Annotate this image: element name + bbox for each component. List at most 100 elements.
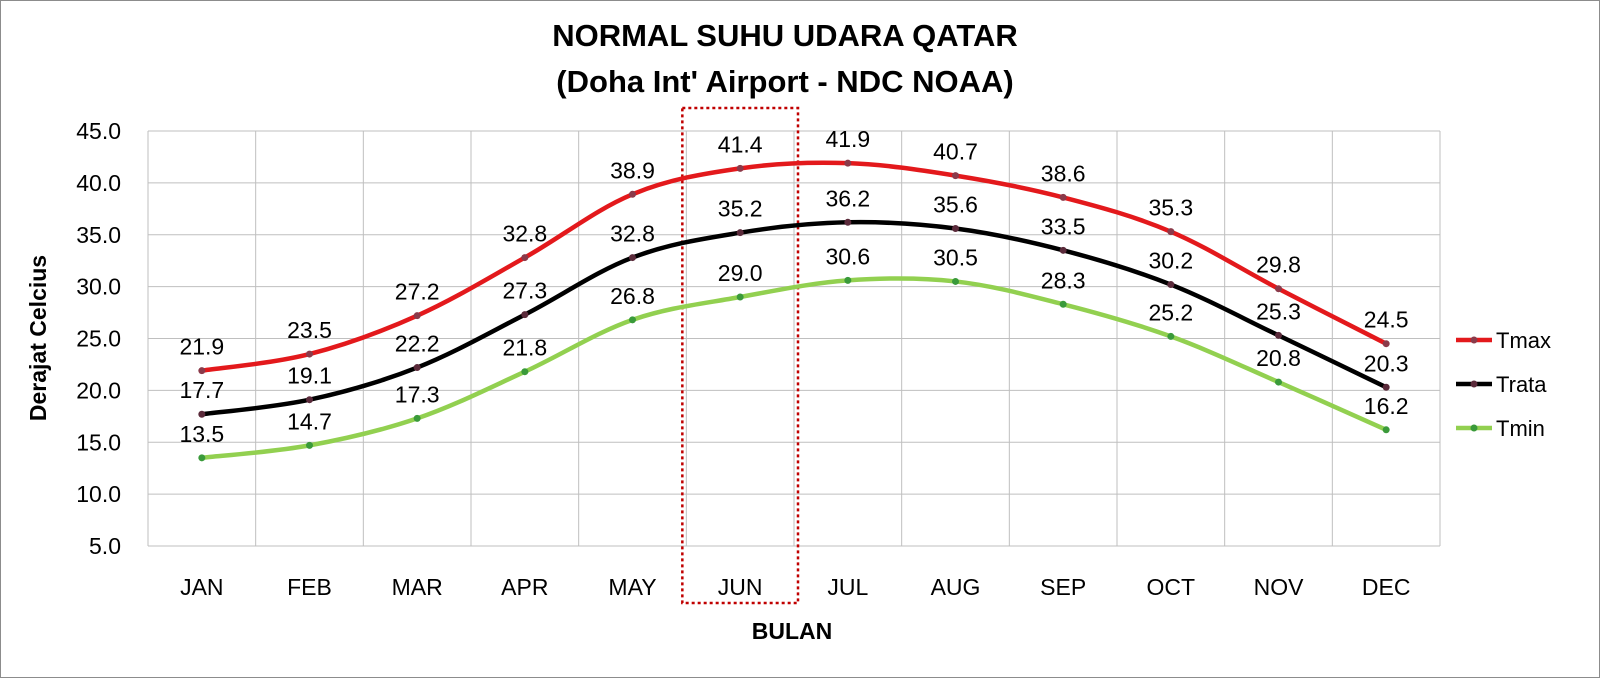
- data-label: 41.4: [718, 131, 763, 157]
- legend-marker: [1470, 424, 1478, 432]
- series-line-tmax: [199, 160, 1389, 373]
- series-trata: [198, 218, 1390, 418]
- series-line-tmin: [199, 276, 1389, 461]
- data-label: 29.0: [718, 260, 763, 286]
- y-axis-ticks: 5.0 10.0 15.0 20.0 25.0 30.0 35.0 40.0 45.0: [76, 118, 121, 559]
- data-label: 20.3: [1364, 350, 1409, 376]
- data-label: 38.9: [610, 157, 655, 183]
- data-point: [1167, 281, 1175, 289]
- x-tick-label: NOV: [1254, 574, 1305, 600]
- data-label: 27.2: [395, 279, 440, 305]
- data-label: 19.1: [287, 363, 332, 389]
- data-point: [952, 172, 959, 180]
- data-point: [629, 254, 636, 262]
- legend-marker: [1470, 336, 1478, 344]
- data-label: 17.7: [179, 377, 224, 403]
- data-label: 32.8: [610, 221, 655, 247]
- highlight-layer: [681, 106, 800, 605]
- data-point: [844, 276, 852, 284]
- data-label: 28.3: [1041, 267, 1086, 293]
- data-label: 13.5: [179, 421, 224, 447]
- y-tick-label: 45.0: [76, 118, 121, 144]
- data-point: [1275, 285, 1282, 293]
- x-tick-label: APR: [501, 574, 548, 600]
- x-tick-label: MAY: [608, 574, 656, 600]
- data-label: 25.2: [1148, 299, 1193, 325]
- data-label: 21.9: [179, 334, 224, 360]
- data-label: 23.5: [287, 317, 332, 343]
- x-tick-label: SEP: [1040, 574, 1086, 600]
- chart-title: NORMAL SUHU UDARA QATAR: [552, 18, 1018, 53]
- data-label: 21.8: [502, 335, 547, 361]
- data-label: 36.2: [825, 185, 870, 211]
- legend-item-trata: Trata: [1456, 372, 1547, 397]
- data-label: 30.6: [825, 243, 870, 269]
- y-axis-title: Derajat Celcius: [25, 255, 51, 421]
- data-label: 25.3: [1256, 298, 1301, 324]
- data-label: 33.5: [1041, 213, 1086, 239]
- x-tick-label: OCT: [1147, 574, 1196, 600]
- data-point: [952, 225, 959, 233]
- legend-item-tmax: Tmax: [1456, 328, 1551, 353]
- data-point: [198, 454, 206, 462]
- data-label: 26.8: [610, 283, 655, 309]
- data-label: 20.8: [1256, 345, 1301, 371]
- data-point: [413, 364, 421, 372]
- data-point: [1382, 340, 1390, 348]
- y-tick-label: 20.0: [76, 377, 121, 403]
- data-point: [1167, 228, 1175, 236]
- data-point: [198, 410, 206, 418]
- x-tick-label: FEB: [287, 574, 332, 600]
- chart-subtitle: (Doha Int' Airport - NDC NOAA): [556, 64, 1013, 99]
- y-tick-label: 25.0: [76, 326, 121, 352]
- data-point: [413, 414, 421, 422]
- series-tmin: [198, 276, 1390, 462]
- legend-item-tmin: Tmin: [1456, 416, 1545, 441]
- y-tick-label: 35.0: [76, 222, 121, 248]
- x-tick-label: MAR: [392, 574, 443, 600]
- data-label: 22.2: [395, 331, 440, 357]
- data-label: 30.2: [1148, 248, 1193, 274]
- data-label: 24.5: [1364, 307, 1409, 333]
- legend-label: Trata: [1496, 372, 1547, 397]
- x-tick-label: JUN: [718, 574, 763, 600]
- data-label: 30.5: [933, 244, 978, 270]
- x-tick-label: JUL: [827, 574, 868, 600]
- series-tmax: [198, 159, 1390, 375]
- x-axis-ticks: JAN FEB MAR APR MAY JUN JUL AUG SEP OCT NOV DEC: [180, 574, 1410, 600]
- x-tick-label: JAN: [180, 574, 223, 600]
- data-point: [736, 164, 744, 172]
- data-point: [629, 316, 636, 324]
- data-point: [952, 277, 959, 285]
- data-labels: 21.9 23.5 27.2 32.8 38.9 41.4 41.9 40.7 38.6 35.3…: [179, 126, 1408, 447]
- y-tick-label: 5.0: [89, 533, 121, 559]
- data-label: 40.7: [933, 139, 978, 165]
- data-point: [1275, 378, 1282, 386]
- data-point: [306, 350, 313, 358]
- data-label: 17.3: [395, 381, 440, 407]
- data-point: [1059, 193, 1067, 201]
- data-point: [1382, 383, 1390, 391]
- legend-label: Tmax: [1496, 328, 1551, 353]
- data-point: [1059, 300, 1067, 308]
- data-point: [844, 218, 852, 226]
- data-label: 38.6: [1041, 160, 1086, 186]
- y-tick-label: 10.0: [76, 481, 121, 507]
- y-tick-label: 15.0: [76, 429, 121, 455]
- data-point: [521, 368, 529, 376]
- y-tick-label: 30.0: [76, 274, 121, 300]
- jun-highlight-box: [681, 106, 800, 605]
- data-label: 16.2: [1364, 393, 1409, 419]
- data-point: [1167, 332, 1175, 340]
- data-point: [736, 229, 744, 237]
- data-label: 27.3: [502, 278, 547, 304]
- data-point: [521, 254, 529, 262]
- data-label: 41.9: [825, 126, 870, 152]
- data-label: 35.3: [1148, 195, 1193, 221]
- data-point: [1382, 426, 1390, 434]
- x-tick-label: AUG: [931, 574, 981, 600]
- series-line-trata: [199, 219, 1389, 417]
- data-point: [306, 441, 313, 449]
- data-label: 35.2: [718, 196, 763, 222]
